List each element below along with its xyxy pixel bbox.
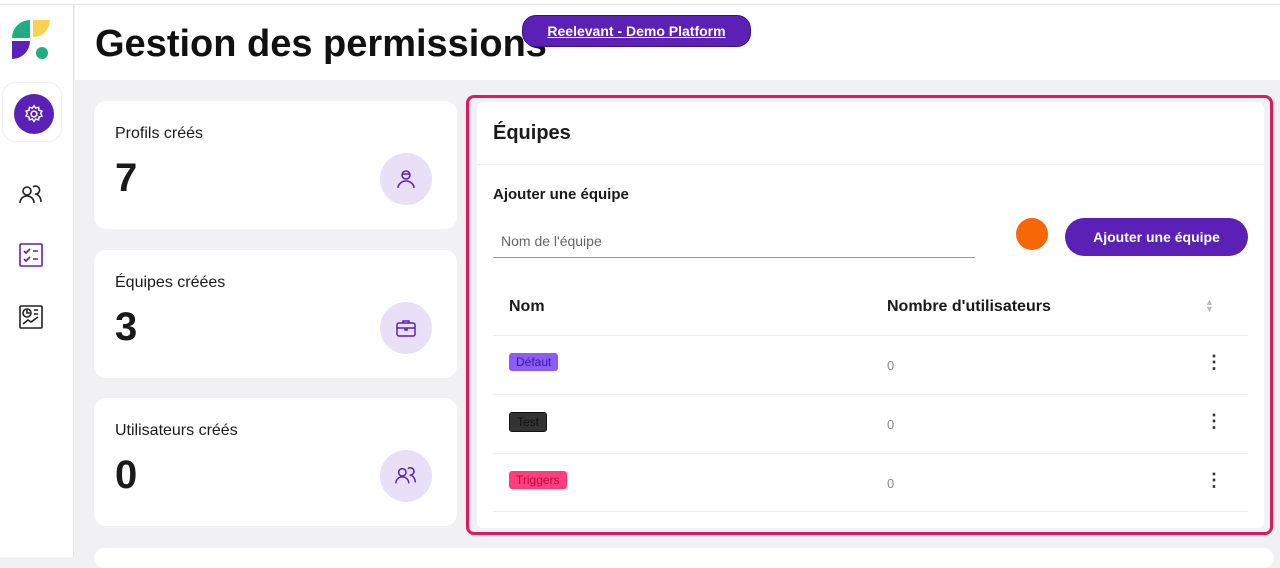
column-header-users[interactable]: Nombre d'utilisateurs <box>887 298 1051 315</box>
profile-icon <box>397 170 415 189</box>
bottom-card <box>94 548 1274 568</box>
stat-value: 3 <box>115 305 138 349</box>
stat-card-profiles: Profils créés 7 <box>94 101 457 229</box>
table-row: Test 0 ⋮ <box>493 394 1248 453</box>
top-border <box>0 0 1280 5</box>
more-options-icon[interactable]: ⋮ <box>1205 411 1223 431</box>
stat-value: 0 <box>115 453 138 497</box>
users-icon[interactable] <box>18 182 44 208</box>
add-team-button[interactable]: Ajouter une équipe <box>1065 218 1248 256</box>
checklist-icon[interactable] <box>18 242 44 268</box>
report-icon[interactable] <box>18 304 44 330</box>
briefcase-icon <box>396 320 416 337</box>
table-row: Défaut 0 ⋮ <box>493 335 1248 394</box>
teams-panel: Équipes Ajouter une équipe Ajouter une é… <box>477 102 1264 528</box>
team-name-input[interactable] <box>493 224 975 258</box>
stat-label: Utilisateurs créés <box>115 422 238 439</box>
highlight-outline <box>466 95 1273 535</box>
page-header: Gestion des permissions Reelevant - Demo… <box>75 5 1280 80</box>
sidebar-item-settings[interactable] <box>2 82 62 142</box>
team-tag[interactable]: Triggers <box>509 471 567 489</box>
user-count: 0 <box>887 417 895 432</box>
sidebar <box>0 5 74 557</box>
color-picker[interactable] <box>1016 218 1048 250</box>
team-tag[interactable]: Test <box>509 412 548 432</box>
stat-card-teams: Équipes créées 3 <box>94 250 457 378</box>
panel-title: Équipes <box>477 102 1264 165</box>
sort-icon[interactable]: ▲ ▼ <box>1205 297 1214 314</box>
stat-value: 7 <box>115 156 138 200</box>
more-options-icon[interactable]: ⋮ <box>1205 352 1223 372</box>
table-row: Triggers 0 ⋮ <box>493 453 1248 512</box>
user-count: 0 <box>887 476 895 491</box>
stat-label: Équipes créées <box>115 274 226 291</box>
page-title: Gestion des permissions <box>95 23 547 65</box>
add-team-label: Ajouter une équipe <box>493 186 629 203</box>
users-icon <box>395 467 416 484</box>
logo-icon <box>12 20 50 59</box>
stat-card-users: Utilisateurs créés 0 <box>94 398 457 526</box>
team-tag[interactable]: Défaut <box>509 353 559 371</box>
gear-icon <box>25 104 43 123</box>
platform-badge[interactable]: Reelevant - Demo Platform <box>522 15 751 47</box>
stat-label: Profils créés <box>115 125 204 142</box>
more-options-icon[interactable]: ⋮ <box>1205 470 1223 490</box>
user-count: 0 <box>887 358 895 373</box>
column-header-name[interactable]: Nom <box>509 298 545 315</box>
